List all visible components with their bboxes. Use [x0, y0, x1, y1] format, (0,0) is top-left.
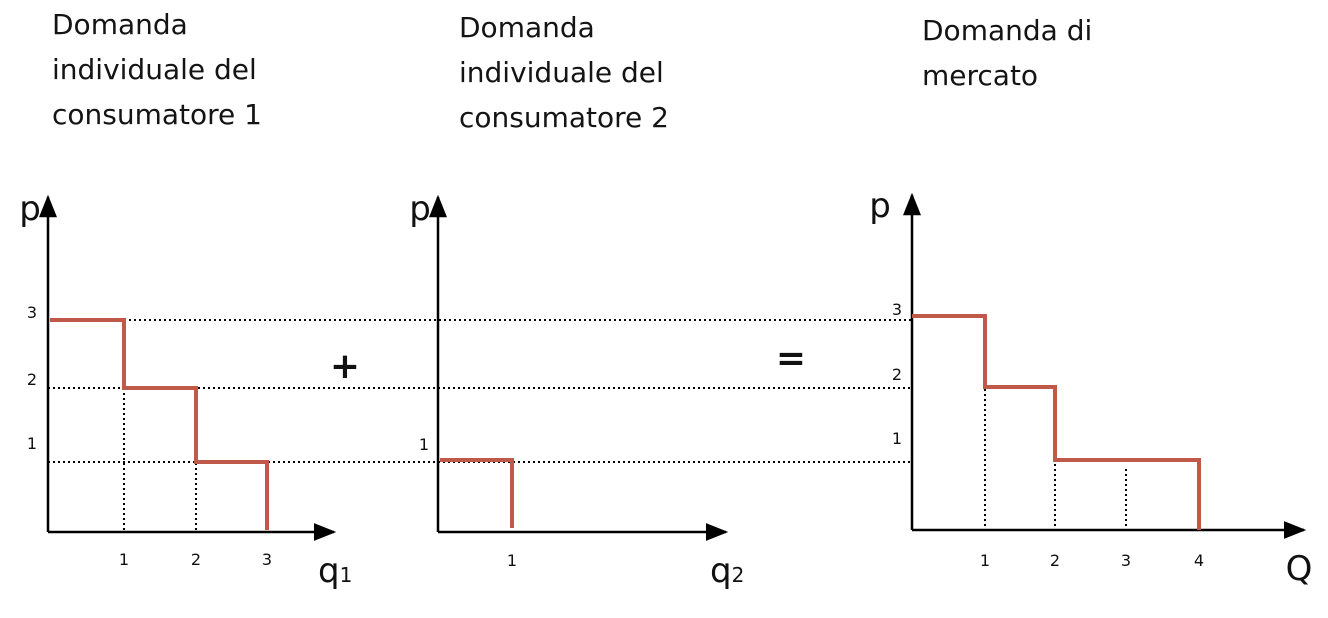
x-tick-label: 2: [1050, 551, 1060, 570]
y-tick-label: 3: [27, 303, 37, 322]
chart-consumer-2: p q2 1 1: [409, 189, 744, 591]
title-consumer-1: Domanda individuale del consumatore 1: [52, 8, 262, 131]
y-tick-label: 2: [27, 370, 37, 389]
title-market: Domanda di mercato: [922, 14, 1093, 92]
x-tick-label: 1: [119, 550, 129, 569]
x-tick-label: 1: [507, 551, 517, 570]
chart-market: p Q 1 2 3 4 1 2 3: [869, 186, 1312, 589]
x-axis-label-main: q: [710, 551, 732, 591]
x-axis-label-sub: 2: [732, 563, 745, 587]
demand-curve: [440, 458, 514, 528]
y-tick-label: 2: [892, 365, 902, 384]
x-tick-label: 4: [1194, 551, 1204, 570]
x-axis-label: Q: [1286, 549, 1313, 589]
y-tick-label: 3: [892, 300, 902, 319]
y-axis-label: p: [19, 189, 41, 229]
y-tick-label: 1: [892, 429, 902, 448]
y-axis-label: p: [869, 186, 891, 226]
x-axis-label: q2: [710, 551, 744, 591]
x-axis-label: q1: [318, 551, 352, 591]
demand-curve: [50, 318, 269, 530]
title-consumer-2: Domanda individuale del consumatore 2: [459, 11, 669, 134]
x-axis-label-main: q: [318, 551, 340, 591]
x-tick-label: 2: [191, 550, 201, 569]
x-tick-label: 1: [980, 551, 990, 570]
y-tick-label: 1: [27, 434, 37, 453]
demand-curve: [912, 314, 1201, 530]
equals-operator: =: [776, 338, 806, 379]
x-axis-label-sub: 1: [340, 563, 353, 587]
plus-operator: +: [330, 346, 360, 387]
y-axis-label: p: [409, 189, 431, 229]
x-tick-label: 3: [1121, 551, 1131, 570]
x-tick-label: 3: [262, 550, 272, 569]
y-tick-label: 1: [419, 435, 429, 454]
